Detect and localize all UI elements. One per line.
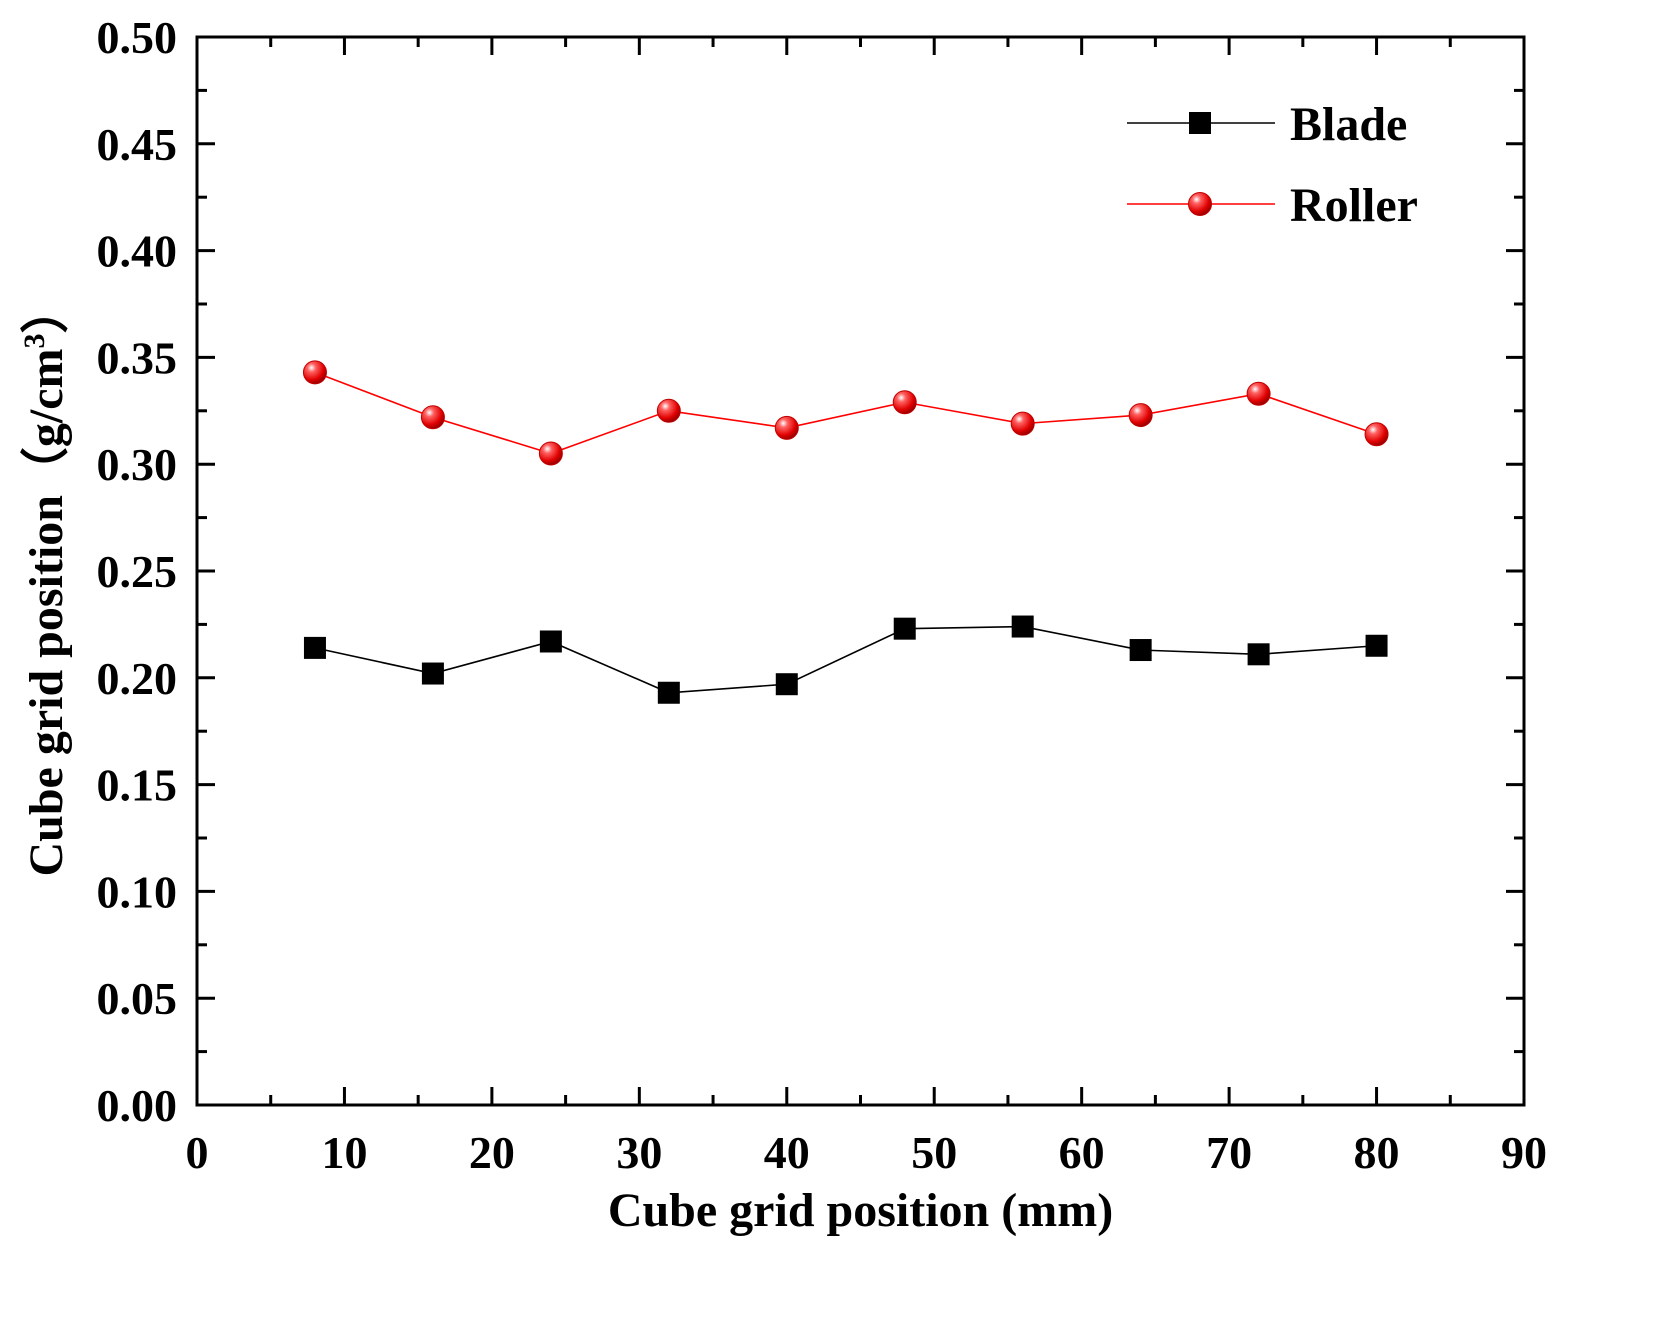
y-tick-label: 0.30 xyxy=(97,439,178,490)
tick-labels: 0 10 20 30 40 50 60 70 80 90 0.00 0.05 0.10 0.15 0.20 0… xyxy=(97,12,1548,1178)
x-tick-label: 40 xyxy=(764,1127,810,1178)
x-tick-label: 90 xyxy=(1501,1127,1547,1178)
series-layer xyxy=(302,360,1389,704)
y-axis-title: Cube grid position（g/cm3） xyxy=(18,285,73,876)
data-point-roller xyxy=(538,441,563,466)
legend-marker-blade xyxy=(1189,112,1211,134)
x-tick-label: 70 xyxy=(1206,1127,1252,1178)
y-tick-label: 0.15 xyxy=(97,760,178,811)
data-point-blade xyxy=(893,617,916,640)
data-point-roller xyxy=(420,405,445,430)
data-point-blade xyxy=(1365,634,1388,657)
data-point-blade xyxy=(775,673,798,696)
series-line-blade xyxy=(314,625,1377,694)
data-point-roller xyxy=(1246,381,1271,406)
x-tick-label: 0 xyxy=(186,1127,209,1178)
series-line-roller xyxy=(314,371,1377,455)
legend: Blade Roller xyxy=(1127,98,1418,232)
y-tick-label: 0.05 xyxy=(97,973,178,1024)
data-point-blade xyxy=(421,662,444,685)
data-point-blade xyxy=(1011,615,1034,638)
x-axis-title: Cube grid position (mm) xyxy=(608,1184,1113,1237)
y-tick-label: 0.00 xyxy=(97,1080,178,1131)
data-point-blade xyxy=(303,636,326,659)
y-axis-title-superscript: 3 xyxy=(18,333,51,348)
series-roller xyxy=(302,360,1389,466)
series-blade xyxy=(303,615,1388,704)
data-point-roller xyxy=(302,360,327,385)
y-tick-label: 0.10 xyxy=(97,866,178,917)
x-tick-label: 20 xyxy=(469,1127,515,1178)
x-tick-label: 30 xyxy=(616,1127,662,1178)
y-tick-label: 0.45 xyxy=(97,119,178,170)
x-tick-label: 60 xyxy=(1059,1127,1105,1178)
y-tick-label: 0.35 xyxy=(97,332,178,383)
legend-label-blade: Blade xyxy=(1290,98,1407,151)
data-point-blade xyxy=(1129,639,1152,662)
data-point-roller xyxy=(656,398,681,423)
data-point-roller xyxy=(1364,422,1389,447)
y-tick-label: 0.20 xyxy=(97,653,178,704)
data-point-blade xyxy=(1247,643,1270,666)
legend-label-roller: Roller xyxy=(1290,179,1418,232)
data-point-roller xyxy=(892,390,917,415)
x-tick-label: 50 xyxy=(911,1127,957,1178)
y-tick-label: 0.40 xyxy=(97,226,178,277)
y-axis-title-close: ） xyxy=(20,285,73,333)
data-point-roller xyxy=(1010,411,1035,436)
data-point-roller xyxy=(1128,403,1153,428)
legend-marker-roller xyxy=(1188,192,1212,216)
plot-frame xyxy=(195,35,1526,1107)
data-point-blade xyxy=(539,630,562,653)
data-point-roller xyxy=(774,415,799,440)
data-point-blade xyxy=(657,681,680,704)
y-tick-label: 0.50 xyxy=(97,12,178,63)
x-tick-label: 80 xyxy=(1354,1127,1400,1178)
x-tick-label: 10 xyxy=(321,1127,367,1178)
y-tick-label: 0.25 xyxy=(97,546,178,597)
y-axis-title-main: Cube grid position（g/cm xyxy=(20,348,73,876)
